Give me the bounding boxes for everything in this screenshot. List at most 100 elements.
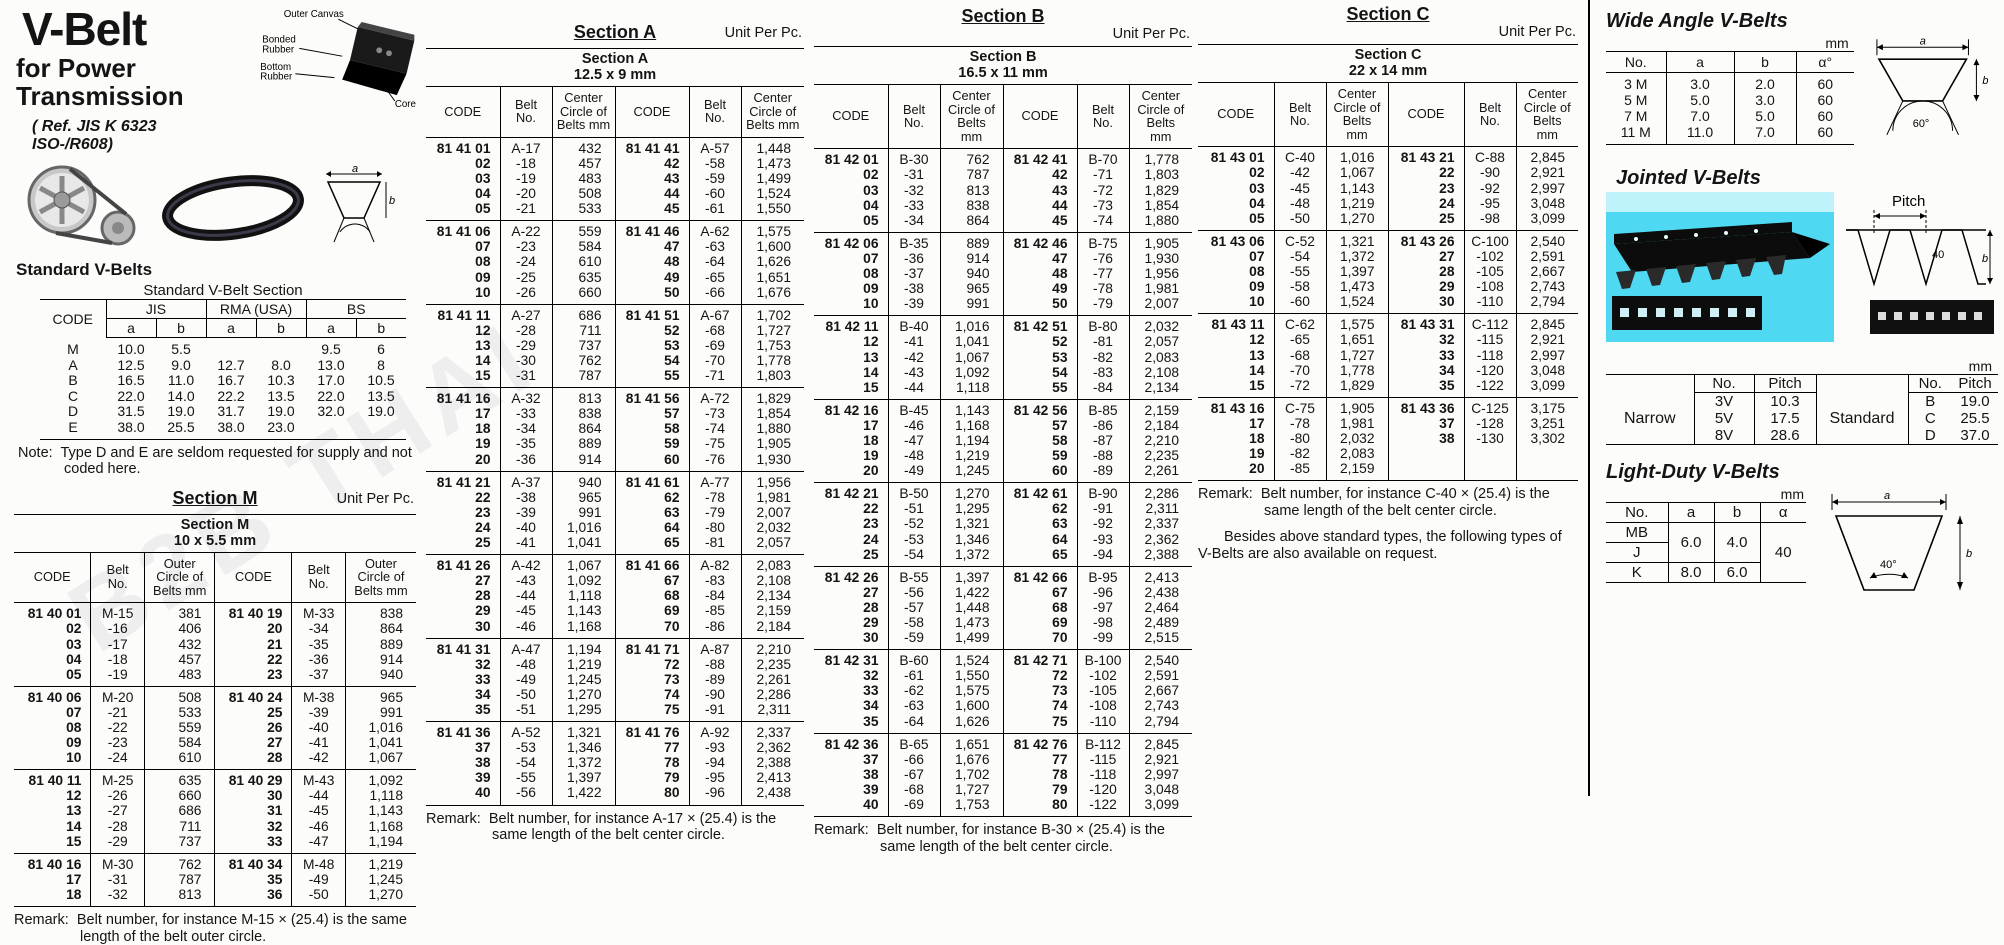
column-header: Outer Circle of Belts mm bbox=[344, 552, 416, 604]
circle-cell: 2,261 bbox=[1128, 463, 1193, 483]
circle-cell: 584 bbox=[143, 735, 215, 751]
belt-no-cell: -71 bbox=[688, 368, 741, 388]
circle-cell: 737 bbox=[143, 833, 215, 854]
circle-cell: 2,159 bbox=[1325, 461, 1388, 481]
circle-cell: 533 bbox=[143, 704, 215, 720]
circle-cell: 1,092 bbox=[551, 573, 615, 589]
circle-cell: 3,048 bbox=[1515, 195, 1579, 211]
belt-no-cell: -108 bbox=[1463, 279, 1516, 295]
circle-cell: 1,372 bbox=[1325, 248, 1388, 265]
standard-table-body: M 10.0 5.5 9.5 6 A 12.5 9.0 12.7 8.0 13.0 8 B 16.5 11.… bbox=[40, 338, 406, 440]
code-cell: 17 bbox=[475, 406, 491, 422]
circle-cell: 711 bbox=[551, 322, 615, 338]
circle-cell: 1,270 bbox=[551, 686, 615, 702]
circle-cell: 660 bbox=[143, 788, 215, 804]
circle-cell bbox=[1515, 446, 1579, 462]
code-cell: 34 bbox=[1387, 362, 1464, 378]
circle-cell: 965 bbox=[939, 281, 1003, 297]
code-cell: 81 40 16 bbox=[14, 852, 91, 872]
code-cell: 81 41 76 bbox=[614, 721, 689, 741]
section-a-column: Section A Unit Per Pc. Section A 12.5 x … bbox=[426, 4, 805, 844]
circle-cell: 1,727 bbox=[1325, 347, 1388, 363]
code-cell: 29 bbox=[1387, 279, 1464, 295]
belt-no-cell: -58 bbox=[688, 155, 741, 171]
belt-no-cell: -39 bbox=[887, 296, 940, 316]
code-cell: 10 bbox=[1249, 294, 1265, 310]
spacer bbox=[1815, 374, 1908, 393]
belt-no-cell: -41 bbox=[887, 334, 940, 350]
circle-cell: 2,184 bbox=[1128, 417, 1193, 433]
ns-col-pitch: Pitch bbox=[1753, 374, 1816, 393]
belt-no-cell: B-35 bbox=[887, 231, 940, 251]
belt-no-cell: -130 bbox=[1463, 430, 1516, 447]
circle-cell: 2,921 bbox=[1515, 165, 1579, 181]
code-cell: 26 bbox=[214, 720, 292, 736]
circle-cell: 1,524 bbox=[1325, 294, 1388, 314]
belt-no-cell: -41 bbox=[291, 735, 346, 751]
svg-text:Rubber: Rubber bbox=[260, 72, 293, 83]
circle-cell: 2,159 bbox=[1128, 398, 1193, 418]
circle-cell: 1,168 bbox=[344, 818, 416, 834]
belt-no-cell: M-43 bbox=[291, 769, 346, 789]
code-cell: 15 bbox=[66, 833, 82, 849]
belt-no-cell: A-37 bbox=[499, 470, 552, 490]
belt-no-cell: -37 bbox=[291, 666, 346, 687]
belt-no-cell: -80 bbox=[688, 519, 741, 536]
column-header: Outer Circle of Belts mm bbox=[143, 552, 215, 604]
code-cell: 81 40 29 bbox=[214, 769, 292, 789]
ld-k-a: 8.0 bbox=[1667, 562, 1714, 583]
cell bbox=[256, 338, 306, 358]
label-bonded-rubber: Bonded bbox=[262, 35, 296, 46]
circle-cell: 1,880 bbox=[1128, 212, 1193, 233]
code-cell: 81 43 11 bbox=[1198, 313, 1274, 333]
subcol-b: b bbox=[155, 318, 207, 338]
code-cell bbox=[1387, 461, 1464, 481]
belt-no-cell: -72 bbox=[1076, 182, 1129, 198]
circle-cell: 1,981 bbox=[1128, 281, 1193, 297]
circle-cell: 1,168 bbox=[939, 417, 1003, 433]
circle-cell: 2,464 bbox=[1128, 599, 1193, 615]
code-cell: 12 bbox=[1249, 332, 1265, 348]
belt-no-cell: -81 bbox=[1076, 334, 1129, 350]
belt-no-cell: -56 bbox=[499, 785, 552, 806]
belt-no-cell: -31 bbox=[499, 368, 552, 388]
belt-no-cell: -21 bbox=[90, 704, 145, 720]
circle-cell: 1,753 bbox=[939, 797, 1003, 817]
column-header: CODE bbox=[1002, 84, 1077, 150]
code-cell: 27 bbox=[475, 573, 491, 589]
code-cell: 20 bbox=[863, 463, 879, 479]
belt-no-cell: -86 bbox=[1076, 417, 1129, 433]
light-duty-unit: mm bbox=[1780, 486, 1804, 502]
circle-cell: 1,473 bbox=[740, 155, 805, 171]
circle-cell: 2,591 bbox=[1515, 248, 1579, 265]
belt-no-cell: B-65 bbox=[887, 732, 940, 752]
cell: 8 bbox=[377, 356, 385, 373]
circle-cell: 991 bbox=[551, 504, 615, 520]
subcol-a: a bbox=[305, 318, 357, 338]
belt-no-cell: -96 bbox=[688, 785, 741, 806]
belt-no-cell: -19 bbox=[90, 666, 145, 687]
code-cell: 43 bbox=[1002, 182, 1077, 198]
circle-cell: 1,321 bbox=[551, 721, 615, 741]
ld-merged-a: 6.0 bbox=[1667, 522, 1714, 563]
circle-cell bbox=[1515, 461, 1579, 481]
belt-no-cell: -46 bbox=[887, 417, 940, 433]
belt-no-cell: M-48 bbox=[291, 852, 346, 872]
code-cell: 81 43 26 bbox=[1387, 229, 1464, 249]
belt-no-cell: -38 bbox=[499, 489, 552, 505]
belt-no-cell: -54 bbox=[1273, 248, 1326, 265]
code-cell: 33 bbox=[475, 671, 491, 687]
code-cell: 15 bbox=[475, 368, 491, 384]
code-cell: 02 bbox=[475, 155, 491, 171]
belt-no-cell: -45 bbox=[291, 803, 346, 819]
dim-b-label: b bbox=[389, 195, 395, 207]
circle-cell: 1,270 bbox=[344, 886, 416, 907]
belt-no-cell: -120 bbox=[1463, 362, 1516, 378]
cell bbox=[206, 338, 256, 358]
belt-no-cell: M-25 bbox=[90, 769, 145, 789]
belt-no-cell: -26 bbox=[90, 788, 145, 804]
ns-cell: B bbox=[1907, 392, 1952, 410]
light-duty-table: No. a b α MB 6.0 4.0 40 J K 8.0 6.0 bbox=[1606, 502, 1806, 583]
circle-cell: 1,168 bbox=[551, 618, 615, 639]
code-cell: 64 bbox=[1002, 531, 1077, 547]
